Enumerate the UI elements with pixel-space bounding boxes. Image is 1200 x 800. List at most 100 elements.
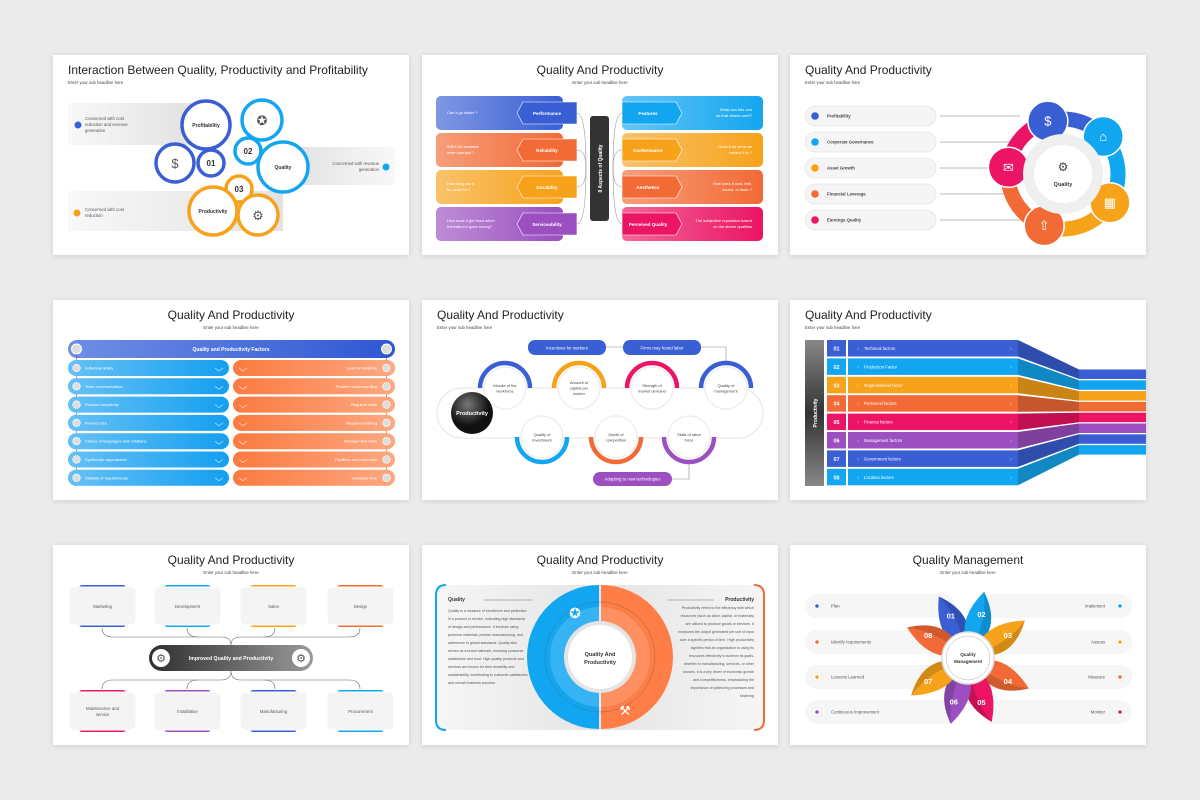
flower-diagram: Plan Implement Identify requirements Assess… [805,591,1132,724]
aspect-question: The subjective reputation based [695,218,752,223]
chevron-right-icon: › [857,402,859,408]
aspects-diagram: Performance Can it go faster ? Features Wha… [436,96,763,241]
connector [606,346,727,361]
slide-quality-cycle[interactable]: Quality And Productivity Enter your sub … [790,55,1146,255]
chevron-right-icon: › [857,457,859,463]
factor-label: market demand [638,388,666,393]
factor-label: Available time [352,475,378,480]
factor-label: investment [532,437,552,442]
aspect-label: Serviceability [532,222,562,227]
aspect-label-tag [621,138,683,162]
aspect-question: How does it look, feel, [713,181,752,186]
header-label: Quality and Productivity Factors [193,347,270,353]
step-label: Monitor [1091,710,1106,715]
factor-arc [661,436,717,465]
chevron-right-icon: › [1010,475,1012,481]
step-row [982,630,1132,654]
row-knob [72,455,81,464]
chevron-down-icon [238,404,248,409]
center-bar [590,116,609,221]
slide-productivity-drivers[interactable]: Quality And Productivity Enter your sub … [422,300,778,500]
chevron-right-icon: › [1010,457,1012,463]
department-label: Development [175,604,201,609]
productivity-paragraph: Productivity refers to the efficiency wi… [678,606,754,698]
slide-subtitle: Enter your sub headline here [437,325,493,330]
funnel-segment [1018,395,1079,412]
factor-label: Skills of labor [677,432,701,437]
chevron-down-icon [238,386,248,390]
aspect-question: Does it do what we [718,144,753,149]
factor-label: Required skills [351,402,377,407]
row-number: 07 [833,457,839,463]
row-knob [381,343,392,355]
center-label: 8 Aspects of Quality [598,144,604,192]
funnel-segment [1018,445,1079,486]
factor-circle [630,366,674,410]
header-bar [68,340,395,358]
productivity-half [601,585,673,729]
money-growth-icon: $ [171,156,179,171]
gear-icon: ⚙ [156,653,166,665]
step-label: Lessons Learned [831,675,865,680]
aspect-label: Reliability [536,148,558,153]
gold-icon: ▦ [1104,195,1116,210]
chevron-right-icon: › [857,475,859,481]
aspect-label-tag [621,101,683,125]
row-knob [382,473,391,482]
award-icon: ✪ [569,605,581,621]
row-number-box [827,376,846,394]
pill-label: Firms may hoard labor [641,346,685,351]
output-band [1079,434,1146,444]
slide-interaction[interactable]: Interaction Between Quality, Productivit… [53,55,409,255]
row-knob [72,418,81,427]
slide-title: Quality And Productivity [536,63,664,77]
list-item [804,157,937,179]
bullet-dot [1118,604,1122,608]
gear-icon [292,649,310,667]
step-label: Implement [1085,604,1106,609]
slide-subtitle: Enter your sub headline here [68,80,124,85]
chevron-right-icon: › [857,365,859,371]
aspect-label: Conformance [633,148,663,153]
slide-factors-table[interactable]: Quality And Productivity Enter your sub … [53,300,409,500]
factor-circle [520,415,564,459]
slide-quality-management[interactable]: Quality Management Enter your sub headli… [790,545,1146,745]
pill-label: Incentives for workers [546,346,588,351]
center-label: Management [954,659,983,664]
row-knob [71,343,82,355]
factor-circle [557,366,601,410]
department-card [153,586,222,626]
factor-arc [624,360,680,389]
pill-label: Adapting to new technologies [604,477,660,482]
list-item-label: Profitability [827,114,851,119]
slide-8-aspects[interactable]: Quality And Productivity Enter your sub … [422,55,778,255]
petal-number: 05 [977,698,985,707]
factor-label: Required training [347,420,377,425]
step-row [982,700,1132,724]
productivity-heading: Productivity [725,597,754,603]
chevron-down-icon [238,422,248,427]
slide-quality-vs-productivity[interactable]: Quality And Productivity Enter your sub … [422,545,778,745]
gear-clock-icon: ⚙ [252,208,264,223]
slide-subtitle: Enter your sub headline here [203,325,259,330]
panel-edge [435,584,447,731]
number-circle [233,136,263,166]
factor-band [848,340,1018,357]
aspect-label-tag [621,175,683,199]
step-label: Measure [1088,675,1105,680]
pill-incentives [528,340,606,355]
aspect-question: Will it be available [447,144,480,149]
award-icon [240,98,284,142]
department-diagram: Marketing Development Sales Design Maintenan… [68,585,395,732]
bank-icon [1082,115,1124,158]
slide-title: Interaction Between Quality, Productivit… [68,63,368,77]
row-number-box [827,468,846,486]
center-label: Quality And [585,652,616,658]
slide-productivity-factors[interactable]: Quality And Productivity Enter your sub … [790,300,1146,500]
row-knob [72,437,81,446]
slide-improved-quality[interactable]: Quality And Productivity Enter your sub … [53,545,409,745]
chevron-right-icon: › [1010,439,1012,445]
center-label: Quality [1054,182,1074,188]
factor-band [848,413,1018,431]
factor-label: Organizational factor [864,383,903,388]
